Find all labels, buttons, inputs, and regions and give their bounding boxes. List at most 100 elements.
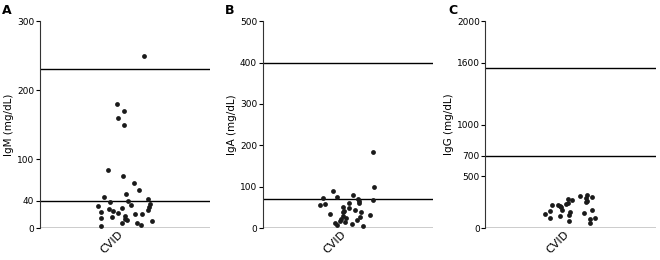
Point	[112, 102, 123, 106]
Point	[556, 207, 567, 212]
Point	[335, 219, 345, 223]
Point	[348, 193, 358, 197]
Point	[96, 216, 106, 220]
Point	[564, 210, 575, 214]
Y-axis label: IgM (mg/dL): IgM (mg/dL)	[4, 94, 14, 156]
Point	[582, 199, 593, 203]
Point	[354, 199, 364, 203]
Point	[93, 204, 104, 208]
Point	[317, 196, 328, 200]
Point	[344, 200, 354, 205]
Point	[350, 207, 360, 212]
Point	[121, 192, 131, 196]
Point	[358, 224, 368, 228]
Point	[133, 188, 144, 192]
Point	[585, 221, 595, 225]
Point	[341, 216, 351, 220]
Point	[554, 214, 565, 218]
Point	[563, 197, 574, 201]
Point	[338, 205, 348, 210]
Point	[344, 206, 354, 210]
Point	[96, 224, 107, 228]
Point	[368, 198, 378, 202]
Point	[135, 223, 146, 227]
Point	[143, 208, 153, 212]
Point	[564, 219, 574, 223]
Point	[338, 214, 348, 218]
Point	[119, 214, 130, 218]
Point	[320, 202, 331, 206]
Point	[108, 209, 118, 213]
Point	[365, 213, 376, 217]
Point	[339, 209, 349, 213]
Point	[562, 201, 573, 205]
Point	[328, 189, 339, 193]
Point	[368, 185, 379, 189]
Point	[354, 214, 365, 219]
Point	[132, 220, 143, 225]
Point	[546, 203, 557, 207]
Point	[566, 198, 577, 202]
Point	[117, 206, 127, 210]
Point	[122, 199, 133, 203]
Point	[315, 203, 325, 207]
Point	[145, 202, 155, 206]
Point	[107, 215, 117, 219]
Point	[105, 200, 115, 204]
Point	[368, 150, 378, 154]
Point	[122, 218, 133, 222]
Point	[582, 193, 593, 197]
Point	[104, 207, 114, 211]
Point	[563, 213, 574, 217]
Point	[354, 201, 365, 205]
Point	[137, 212, 147, 217]
Text: C: C	[448, 4, 457, 17]
Y-axis label: IgA (mg/dL): IgA (mg/dL)	[227, 94, 237, 155]
Point	[338, 210, 348, 214]
Y-axis label: IgG (mg/dL): IgG (mg/dL)	[444, 94, 454, 155]
Point	[119, 217, 130, 221]
Point	[346, 222, 357, 226]
Point	[545, 209, 556, 213]
Point	[581, 200, 591, 204]
Point	[125, 203, 136, 207]
Text: A: A	[2, 4, 12, 17]
Point	[340, 220, 350, 224]
Point	[129, 181, 140, 185]
Point	[129, 212, 140, 217]
Point	[540, 212, 550, 216]
Text: B: B	[225, 4, 234, 17]
Point	[335, 217, 346, 221]
Point	[581, 196, 591, 200]
Point	[560, 202, 571, 206]
Point	[590, 216, 601, 220]
Point	[351, 218, 362, 222]
Point	[584, 217, 595, 221]
Point	[96, 210, 106, 214]
Point	[119, 123, 130, 127]
Point	[544, 216, 555, 220]
Point	[103, 167, 114, 172]
Point	[144, 205, 154, 210]
Point	[116, 221, 127, 225]
Point	[553, 203, 564, 207]
Point	[143, 197, 153, 201]
Point	[332, 223, 343, 227]
Point	[118, 174, 129, 179]
Point	[575, 194, 585, 198]
Point	[147, 219, 157, 223]
Point	[330, 221, 341, 225]
Point	[325, 212, 335, 216]
Point	[554, 204, 565, 209]
Point	[113, 116, 123, 120]
Point	[113, 211, 123, 215]
Point	[99, 195, 110, 199]
Point	[556, 205, 566, 210]
Point	[356, 210, 366, 214]
Point	[586, 207, 597, 212]
Point	[139, 54, 149, 58]
Point	[352, 197, 363, 201]
Point	[579, 211, 589, 215]
Point	[118, 109, 129, 113]
Point	[332, 195, 343, 199]
